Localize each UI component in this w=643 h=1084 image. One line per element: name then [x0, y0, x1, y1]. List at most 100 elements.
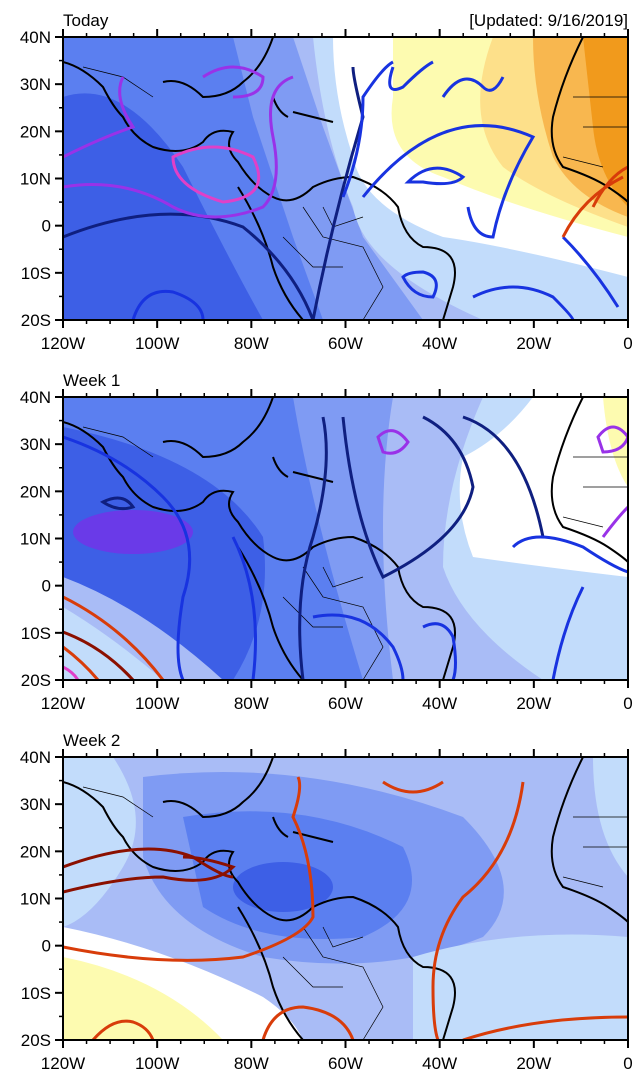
coastline — [162, 757, 274, 819]
map-area — [63, 757, 628, 1040]
shading-region — [583, 37, 628, 207]
y-tick-label: 20S — [21, 671, 51, 690]
coastline — [237, 186, 304, 320]
contour — [261, 1005, 355, 1040]
map-panel-3: 40N 30N 20N 10N 0 10S 20S 120W 100W 80W 60W 40W 20W 0… — [20, 731, 633, 1073]
country-border — [282, 236, 343, 268]
contour — [63, 75, 294, 219]
country-border — [322, 926, 364, 948]
x-tick-label: 100W — [135, 1054, 179, 1073]
coastline — [272, 96, 289, 118]
x-tick-label: 20W — [516, 1054, 551, 1073]
contour — [431, 781, 525, 1040]
contour — [388, 60, 434, 91]
y-tick-label: 10N — [20, 170, 51, 189]
contour — [591, 165, 628, 208]
x-tick-label: 20W — [516, 694, 551, 713]
shading-region — [603, 397, 628, 487]
x-tick-label: 80W — [234, 694, 269, 713]
contour — [511, 535, 628, 574]
contour — [441, 76, 505, 98]
y-tick-label: 20S — [21, 311, 51, 330]
contour — [202, 65, 265, 99]
coastline — [292, 111, 334, 123]
coastline — [272, 456, 289, 478]
x-tick-label: 60W — [328, 694, 363, 713]
contour — [100, 496, 136, 511]
country-border — [302, 566, 384, 680]
updated-date-label: [Updated: 9/16/2019] — [469, 11, 628, 30]
shading-region — [233, 862, 333, 912]
x-tick-label: 100W — [135, 334, 179, 353]
x-tick-label: 20W — [516, 334, 551, 353]
country-border — [322, 566, 364, 588]
country-border — [562, 96, 628, 168]
x-tick-label: 60W — [328, 1054, 363, 1073]
contour — [312, 613, 405, 680]
y-tick-label: 40N — [20, 748, 51, 767]
contour — [63, 595, 165, 680]
coastline — [550, 37, 628, 203]
y-tick-label: 30N — [20, 75, 51, 94]
y-tick-label: 20N — [20, 842, 51, 861]
coastline — [63, 421, 456, 680]
contour — [376, 429, 410, 455]
contour — [298, 416, 328, 680]
x-tick-label: 0 — [623, 334, 632, 353]
map-area — [63, 37, 628, 320]
coastline — [272, 816, 289, 838]
y-tick-label: 30N — [20, 795, 51, 814]
map-panel-1: 40N 30N 20N 10N 0 10S 20S 120W 100W 80W 60W 40W 20W 0… — [20, 11, 633, 353]
y-tick-label: 10S — [21, 624, 51, 643]
x-tick-label: 120W — [41, 334, 85, 353]
y-tick-label: 20N — [20, 482, 51, 501]
y-tick-label: 10N — [20, 530, 51, 549]
shading-region — [73, 510, 193, 554]
contour — [341, 415, 475, 580]
y-tick-label: 10S — [21, 984, 51, 1003]
contour — [231, 536, 257, 680]
x-tick-label: 40W — [422, 1054, 457, 1073]
contour — [561, 235, 620, 308]
map-area — [63, 397, 628, 680]
x-tick-label: 80W — [234, 1054, 269, 1073]
coastline — [550, 397, 628, 563]
y-tick-label: 40N — [20, 28, 51, 47]
contour — [311, 66, 365, 320]
contour — [131, 289, 205, 320]
panel-title: Week 1 — [63, 371, 120, 390]
map-panel-2: 40N 30N 20N 10N 0 10S 20S 120W 100W 80W 60W 40W 20W 0… — [20, 371, 633, 713]
y-tick-label: 0 — [42, 217, 51, 236]
contour — [382, 780, 444, 794]
contour — [63, 665, 80, 680]
y-tick-label: 40N — [20, 388, 51, 407]
shading-region — [63, 607, 163, 680]
shading-region — [63, 957, 223, 1040]
contour — [91, 1019, 155, 1040]
contour — [601, 505, 628, 538]
coastline — [162, 37, 274, 99]
panel-title: Today — [63, 11, 109, 30]
country-border — [82, 426, 154, 458]
contour — [422, 622, 457, 680]
shading-region — [413, 934, 628, 1040]
x-tick-label: 40W — [422, 334, 457, 353]
contour — [361, 124, 536, 239]
x-tick-label: 120W — [41, 1054, 85, 1073]
contour — [63, 855, 236, 894]
coastline — [237, 546, 304, 680]
contour — [63, 645, 100, 680]
x-tick-label: 0 — [623, 1054, 632, 1073]
contour — [401, 270, 438, 299]
country-border — [562, 456, 628, 528]
contour — [63, 776, 315, 962]
contour — [171, 145, 261, 204]
contour — [63, 76, 136, 159]
country-border — [282, 596, 343, 628]
contour — [472, 285, 575, 320]
shading-region — [63, 93, 263, 320]
coastline — [63, 781, 456, 1040]
contour — [561, 175, 624, 238]
x-tick-label: 60W — [328, 334, 363, 353]
coastline — [550, 757, 628, 923]
